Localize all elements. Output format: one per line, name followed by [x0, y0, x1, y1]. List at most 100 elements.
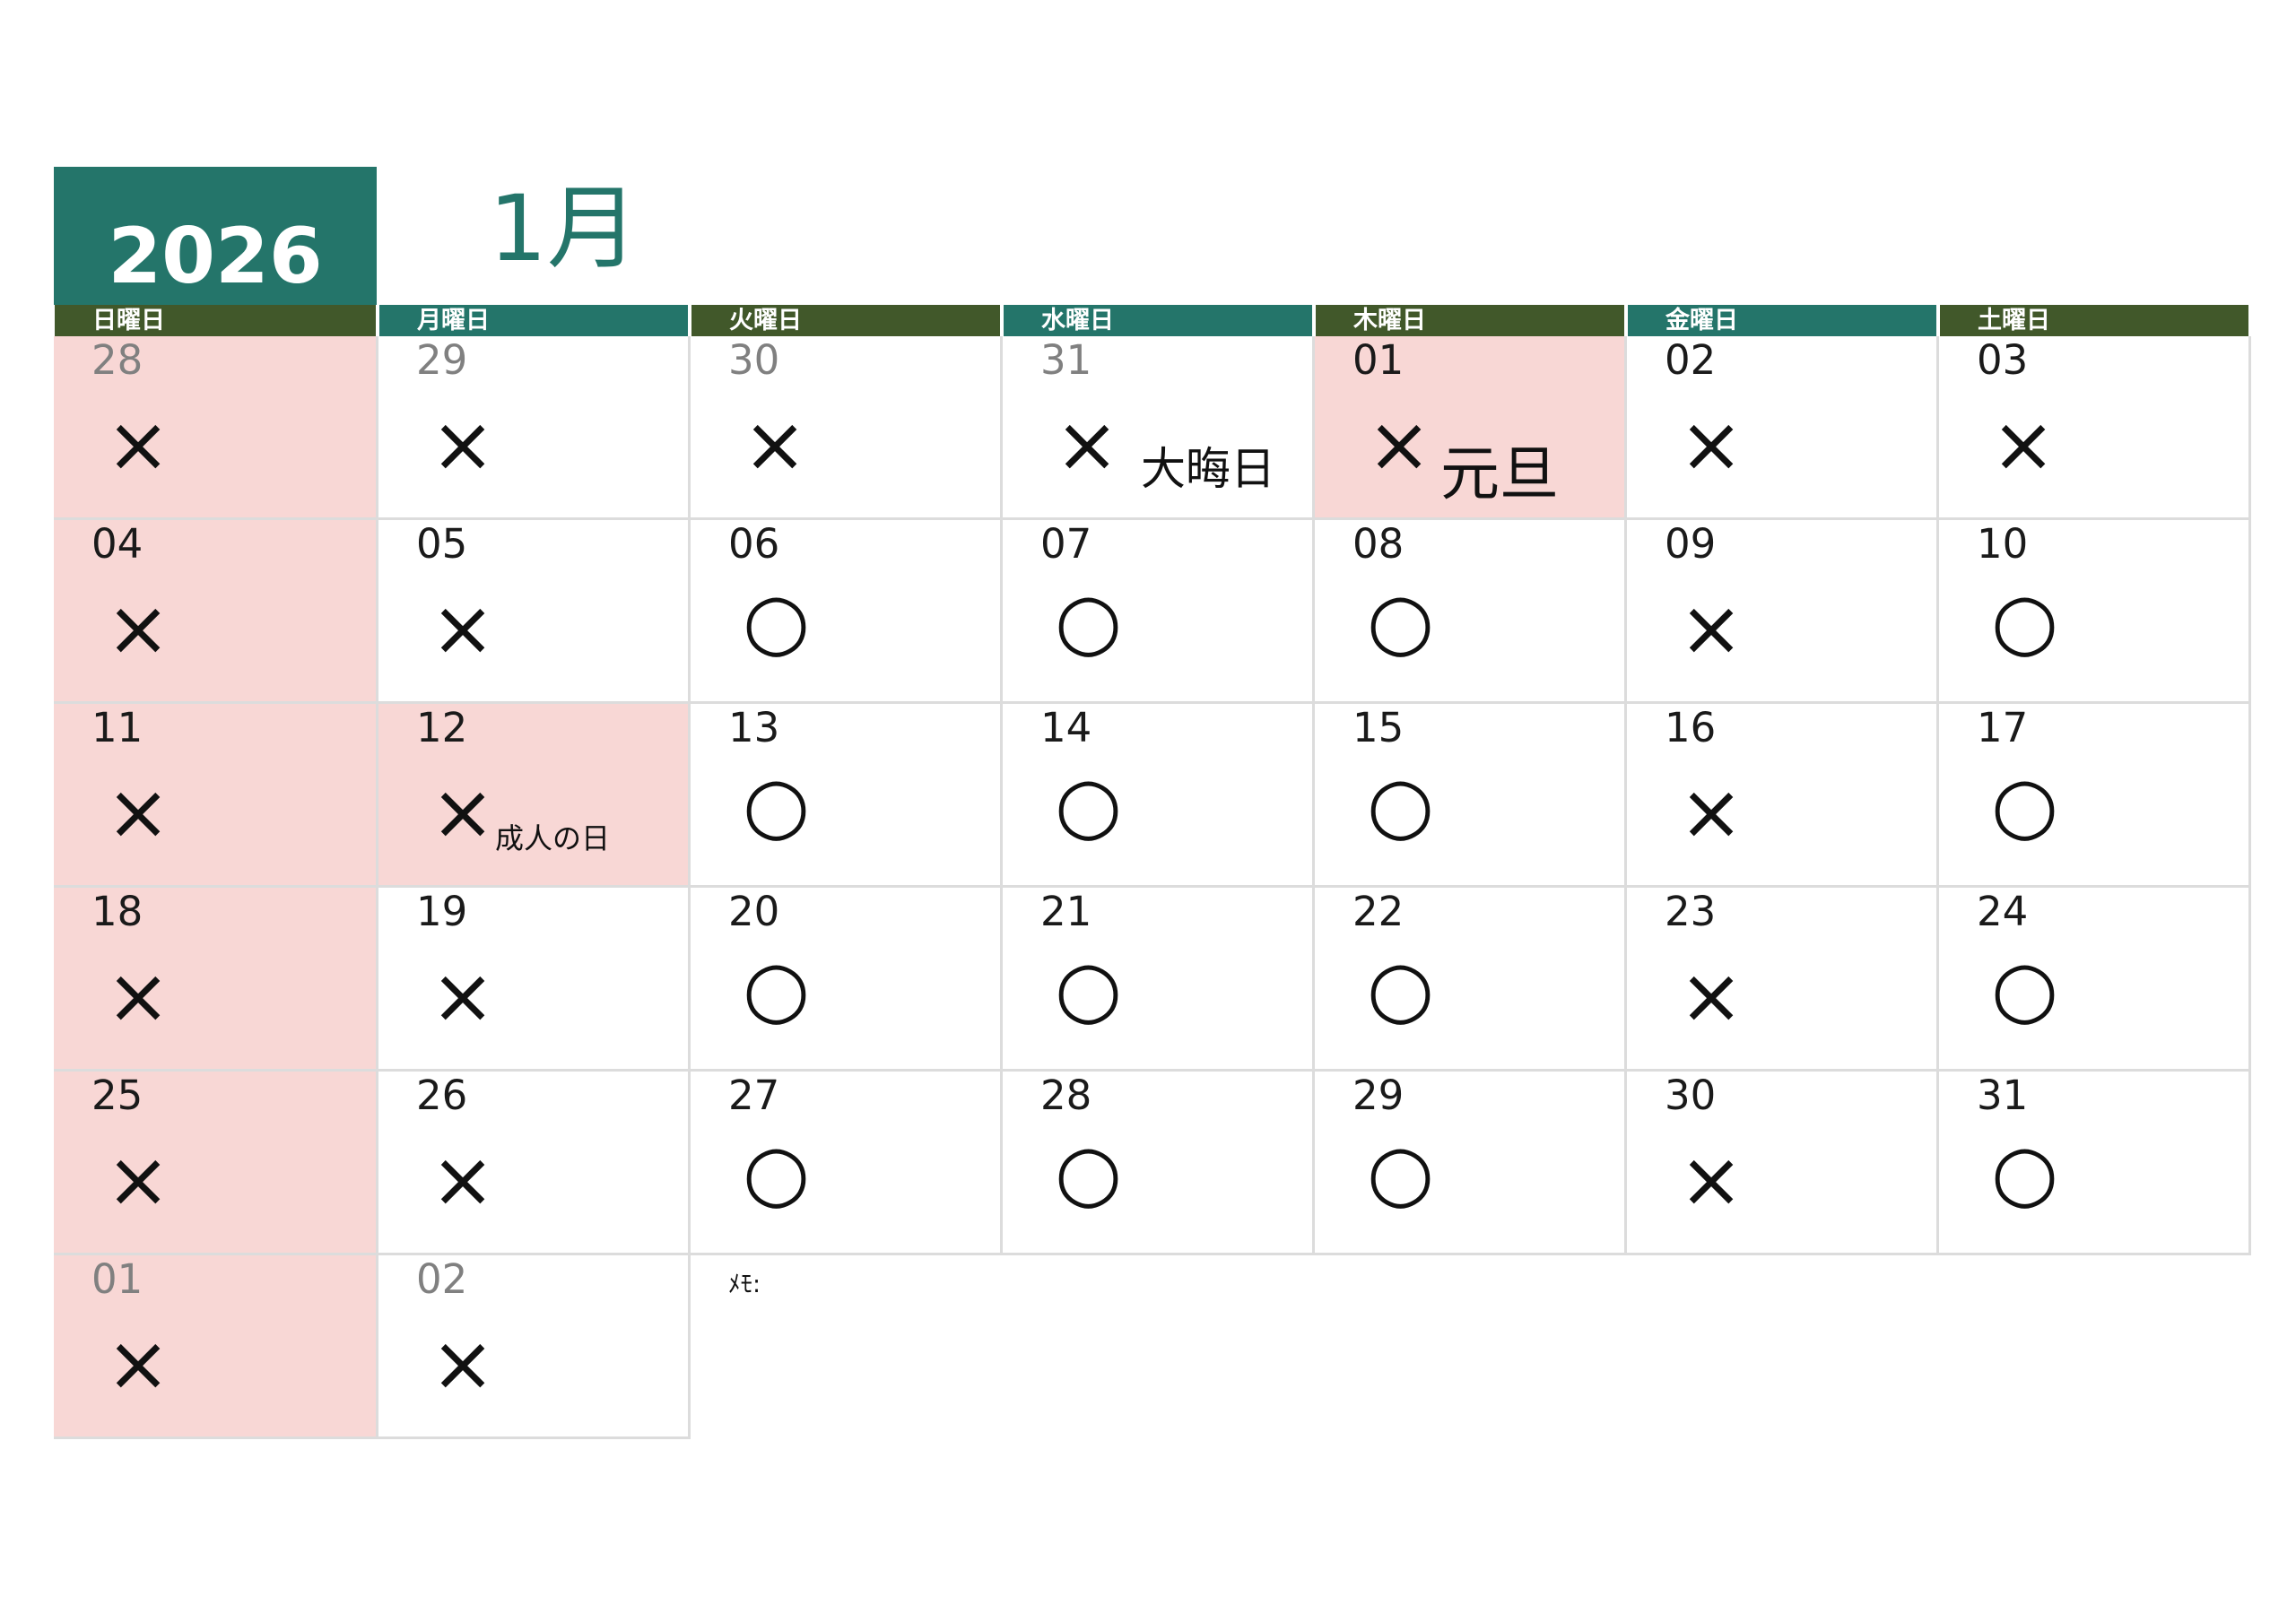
circle-mark-icon: ○: [743, 1128, 811, 1218]
weekday-header-cell: 木曜日: [1316, 305, 1624, 336]
circle-mark-icon: ○: [1055, 944, 1123, 1034]
cross-mark-icon: ×: [106, 584, 171, 673]
day-number: 10: [1977, 520, 2029, 568]
day-cell[interactable]: 25 ×: [54, 1072, 378, 1255]
day-cell[interactable]: 23 ×: [1627, 888, 1939, 1072]
cross-mark-icon: ×: [106, 400, 171, 490]
day-number: 09: [1665, 520, 1717, 568]
day-cell[interactable]: 27 ○: [691, 1072, 1003, 1255]
cross-mark-icon: ×: [1991, 400, 2057, 490]
day-cell[interactable]: 26 ×: [378, 1072, 691, 1255]
day-number: 02: [1665, 336, 1717, 384]
cross-mark-icon: ×: [106, 951, 171, 1041]
day-number: 08: [1352, 520, 1405, 568]
cross-mark-icon: ×: [1679, 951, 1744, 1041]
day-number: 27: [728, 1072, 780, 1119]
circle-mark-icon: ○: [1055, 760, 1123, 850]
holiday-name: 成人の日: [495, 821, 611, 855]
day-number: 20: [728, 888, 780, 935]
day-cell[interactable]: 07 ○: [1003, 520, 1315, 704]
day-number: 02: [416, 1255, 468, 1303]
cross-mark-icon: ×: [430, 400, 496, 490]
circle-mark-icon: ○: [743, 944, 811, 1034]
day-number: 16: [1665, 704, 1717, 751]
day-number: 14: [1040, 704, 1092, 751]
day-cell[interactable]: 31 × 大晦日: [1003, 336, 1315, 520]
day-number: 22: [1352, 888, 1405, 935]
day-number: 04: [91, 520, 144, 568]
day-cell[interactable]: 06 ○: [691, 520, 1003, 704]
day-cell[interactable]: 16 ×: [1627, 704, 1939, 888]
day-number: 07: [1040, 520, 1092, 568]
day-number: 29: [416, 336, 468, 384]
day-cell[interactable]: 31 ○: [1939, 1072, 2251, 1255]
day-cell[interactable]: 08 ○: [1315, 520, 1627, 704]
circle-mark-icon: ○: [743, 760, 811, 850]
weekday-header-cell: 月曜日: [379, 305, 688, 336]
cross-mark-icon: ×: [1679, 768, 1744, 857]
cross-mark-icon: ×: [106, 1319, 171, 1409]
year-label: 2026: [54, 167, 377, 305]
day-number: 01: [1352, 336, 1405, 384]
day-number: 31: [1977, 1072, 2029, 1119]
day-number: 17: [1977, 704, 2029, 751]
day-cell[interactable]: 29 ×: [378, 336, 691, 520]
cross-mark-icon: ×: [430, 768, 496, 857]
day-cell[interactable]: 02 ×: [1627, 336, 1939, 520]
day-cell[interactable]: 17 ○: [1939, 704, 2251, 888]
day-cell[interactable]: 19 ×: [378, 888, 691, 1072]
circle-mark-icon: ○: [1367, 760, 1435, 850]
circle-mark-icon: ○: [1991, 1128, 2059, 1218]
day-number: 28: [91, 336, 144, 384]
day-cell[interactable]: 18 ×: [54, 888, 378, 1072]
cross-mark-icon: ×: [430, 1135, 496, 1225]
day-cell[interactable]: 22 ○: [1315, 888, 1627, 1072]
day-number: 26: [416, 1072, 468, 1119]
day-cell[interactable]: 12 × 成人の日: [378, 704, 691, 888]
day-cell[interactable]: 28 ×: [54, 336, 378, 520]
day-cell[interactable]: 11 ×: [54, 704, 378, 888]
cross-mark-icon: ×: [1679, 400, 1744, 490]
day-cell[interactable]: 24 ○: [1939, 888, 2251, 1072]
day-cell[interactable]: 15 ○: [1315, 704, 1627, 888]
circle-mark-icon: ○: [743, 577, 811, 666]
day-cell[interactable]: 03 ×: [1939, 336, 2251, 520]
weekday-header-cell: 火曜日: [691, 305, 1000, 336]
day-cell[interactable]: 02 ×: [378, 1255, 691, 1439]
day-cell[interactable]: 29 ○: [1315, 1072, 1627, 1255]
day-cell[interactable]: 30 ×: [691, 336, 1003, 520]
circle-mark-icon: ○: [1991, 760, 2059, 850]
day-number: 01: [91, 1255, 144, 1303]
weekday-header-cell: 土曜日: [1940, 305, 2248, 336]
day-cell[interactable]: 14 ○: [1003, 704, 1315, 888]
cross-mark-icon: ×: [430, 584, 496, 673]
day-cell[interactable]: 21 ○: [1003, 888, 1315, 1072]
day-cell[interactable]: 05 ×: [378, 520, 691, 704]
circle-mark-icon: ○: [1991, 577, 2059, 666]
day-cell[interactable]: 09 ×: [1627, 520, 1939, 704]
day-number: 30: [728, 336, 780, 384]
circle-mark-icon: ○: [1367, 577, 1435, 666]
circle-mark-icon: ○: [1991, 944, 2059, 1034]
day-number: 29: [1352, 1072, 1405, 1119]
holiday-name: 元旦: [1440, 439, 1559, 508]
day-cell[interactable]: 30 ×: [1627, 1072, 1939, 1255]
day-cell[interactable]: 13 ○: [691, 704, 1003, 888]
day-cell[interactable]: 20 ○: [691, 888, 1003, 1072]
circle-mark-icon: ○: [1367, 1128, 1435, 1218]
cross-mark-icon: ×: [1055, 400, 1120, 490]
day-cell[interactable]: 28 ○: [1003, 1072, 1315, 1255]
day-number: 23: [1665, 888, 1717, 935]
weekday-header-cell: 水曜日: [1004, 305, 1312, 336]
day-cell[interactable]: 10 ○: [1939, 520, 2251, 704]
cross-mark-icon: ×: [1367, 400, 1432, 490]
day-number: 12: [416, 704, 468, 751]
day-number: 15: [1352, 704, 1405, 751]
day-number: 13: [728, 704, 780, 751]
day-cell[interactable]: 04 ×: [54, 520, 378, 704]
day-number: 28: [1040, 1072, 1092, 1119]
circle-mark-icon: ○: [1055, 577, 1123, 666]
day-cell[interactable]: 01 ×: [54, 1255, 378, 1439]
circle-mark-icon: ○: [1367, 944, 1435, 1034]
day-cell[interactable]: 01 × 元旦: [1315, 336, 1627, 520]
